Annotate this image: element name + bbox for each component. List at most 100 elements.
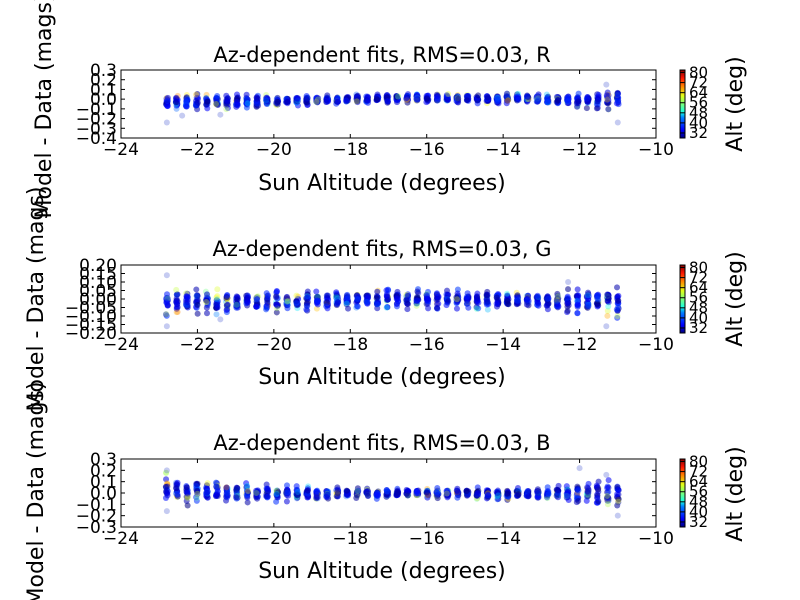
- scatter-point: [585, 296, 592, 302]
- scatter-point: [494, 98, 501, 105]
- scatter-points: [162, 465, 622, 519]
- colorbar-tick-label: 72: [689, 74, 708, 92]
- scatter-point: [453, 294, 460, 301]
- scatter-point: [345, 305, 352, 312]
- y-tick-label: −0.20: [65, 324, 117, 344]
- scatter-point: [563, 483, 570, 490]
- x-tick-label: −16: [409, 140, 445, 160]
- scatter-point: [603, 81, 610, 88]
- scatter-point: [283, 498, 290, 505]
- scatter-point: [274, 98, 281, 105]
- scatter-point: [604, 494, 611, 501]
- scatter-point: [193, 494, 200, 501]
- scatter-point: [475, 92, 482, 99]
- scatter-point: [453, 305, 460, 312]
- scatter-point: [614, 512, 621, 519]
- colorbar-label: Alt (deg): [723, 446, 748, 541]
- x-axis-label: Sun Altitude (degrees): [258, 365, 506, 390]
- y-tick-label: −0.10: [65, 307, 117, 327]
- x-axis-label: Sun Altitude (degrees): [258, 171, 506, 196]
- scatter-point: [164, 102, 171, 109]
- scatter-point: [444, 491, 451, 498]
- scatter-point: [294, 488, 301, 495]
- scatter-point: [314, 98, 321, 105]
- scatter-point: [433, 93, 440, 100]
- scatter-point: [553, 98, 560, 105]
- scatter-point: [605, 106, 612, 113]
- scatter-point: [233, 301, 240, 308]
- scatter-point: [574, 310, 581, 317]
- colorbar-gradient: [679, 69, 686, 139]
- x-tick-label: −16: [409, 529, 445, 549]
- scatter-point: [164, 291, 171, 298]
- scatter-point: [354, 295, 361, 302]
- scatter-point: [193, 497, 200, 504]
- y-tick-label: −0.15: [65, 316, 117, 336]
- scatter-point: [454, 489, 461, 496]
- scatter-point: [273, 309, 280, 316]
- scatter-point: [603, 323, 610, 330]
- scatter-point: [584, 493, 591, 500]
- x-tick-label: −20: [256, 140, 292, 160]
- scatter-point: [475, 305, 482, 312]
- scatter-point: [564, 294, 571, 301]
- scatter-point: [534, 488, 541, 495]
- y-tick-label: −0.4: [76, 129, 117, 149]
- scatter-point: [203, 489, 210, 496]
- scatter-point: [555, 293, 562, 300]
- scatter-point: [244, 499, 251, 506]
- scatter-points: [162, 81, 622, 126]
- scatter-point: [393, 295, 400, 302]
- scatter-point: [463, 97, 470, 104]
- scatter-point: [504, 293, 511, 300]
- scatter-point: [233, 486, 240, 493]
- scatter-point: [214, 286, 221, 293]
- scatter-point: [463, 295, 470, 302]
- scatter-point: [273, 301, 280, 308]
- scatter-point: [353, 495, 360, 502]
- scatter-point: [184, 489, 190, 496]
- scatter-point: [253, 493, 260, 500]
- x-tick-label: −10: [638, 335, 674, 355]
- x-tick-label: −20: [256, 529, 292, 549]
- colorbar-tick-label: 72: [689, 463, 708, 481]
- scatter-point: [365, 97, 372, 104]
- y-tick-label: −0.3: [76, 119, 117, 139]
- scatter-point: [314, 297, 321, 304]
- scatter-point: [495, 492, 502, 499]
- y-tick-label: 0.0: [90, 90, 117, 110]
- scatter-point: [224, 494, 231, 501]
- scatter-point: [504, 298, 511, 305]
- scatter-point: [443, 302, 450, 309]
- scatter-point: [574, 286, 581, 293]
- scatter-point: [173, 480, 180, 487]
- scatter-point: [493, 300, 500, 307]
- scatter-point: [613, 306, 620, 313]
- scatter-point: [172, 95, 179, 102]
- x-tick-label: −18: [332, 335, 368, 355]
- x-tick-label: −14: [485, 529, 521, 549]
- y-tick-label: −0.2: [76, 110, 117, 130]
- y-tick-label: −0.1: [76, 495, 117, 515]
- scatter-point: [193, 483, 200, 490]
- plot-frame: [120, 69, 657, 139]
- panel-g: Az-dependent fits, RMS=0.03, G −24 −22 −20…: [24, 186, 748, 411]
- scatter-point: [214, 102, 221, 109]
- scatter-point: [253, 303, 260, 310]
- scatter-point: [213, 294, 220, 301]
- x-tick-label: −24: [103, 140, 139, 160]
- scatter-point: [244, 299, 251, 306]
- chart-title: Az-dependent fits, RMS=0.03, R: [213, 43, 550, 67]
- scatter-point: [273, 294, 280, 301]
- scatter-point: [313, 288, 320, 295]
- scatter-point: [394, 93, 401, 100]
- y-tick-label: −0.3: [76, 518, 117, 538]
- scatter-point: [604, 291, 611, 298]
- scatter-point: [284, 98, 291, 105]
- x-tick-label: −22: [179, 529, 215, 549]
- scatter-point: [575, 90, 582, 97]
- scatter-point: [193, 91, 200, 98]
- scatter-point: [163, 476, 170, 483]
- panel-r: Az-dependent fits, RMS=0.03, R −24 −22 −20…: [32, 0, 748, 219]
